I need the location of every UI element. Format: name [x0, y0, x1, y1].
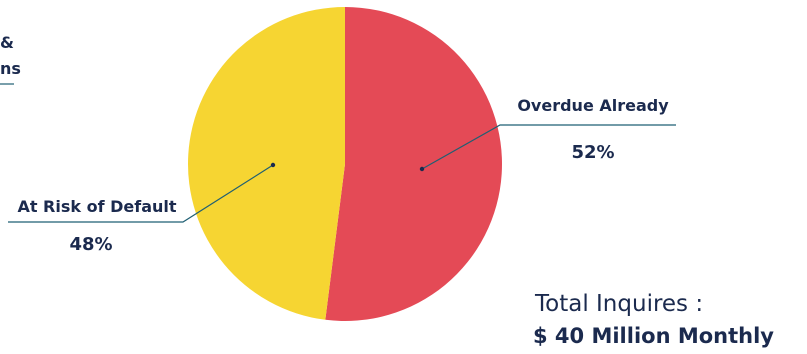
leader-line-overdue-already	[421, 124, 676, 170]
slice-value-overdue-already: 52%	[571, 142, 614, 163]
pie-slice-at-risk-of-default	[187, 7, 345, 320]
total-inquires-value: $ 40 Million Monthly	[533, 324, 774, 348]
slice-label-overdue-already: Overdue Already	[517, 96, 669, 115]
slice-value-at-risk-of-default: 48%	[69, 234, 112, 255]
leader-line-at-risk-of-default	[8, 164, 274, 223]
leader-dot-overdue-already	[419, 166, 425, 172]
total-inquires-label: Total Inquires :	[535, 291, 704, 317]
cropped-text-line1: &	[0, 33, 14, 52]
cropped-text-line2: ns	[0, 59, 21, 78]
slice-label-at-risk-of-default: At Risk of Default	[17, 197, 176, 216]
pie-slices	[187, 7, 502, 321]
pie-slice-overdue-already	[325, 7, 502, 321]
leader-dot-at-risk-of-default	[270, 162, 276, 168]
